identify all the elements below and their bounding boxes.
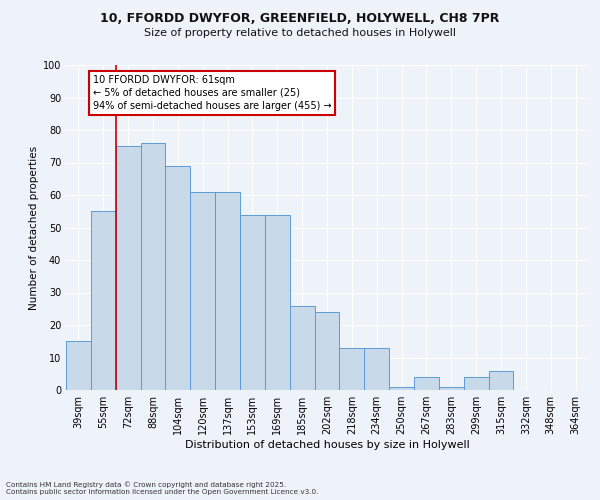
Bar xyxy=(190,192,215,390)
Bar xyxy=(314,312,340,390)
Bar xyxy=(66,341,91,390)
Bar xyxy=(140,143,166,390)
Bar xyxy=(464,377,488,390)
Bar xyxy=(340,348,364,390)
Bar xyxy=(364,348,389,390)
Bar xyxy=(290,306,314,390)
Text: Size of property relative to detached houses in Holywell: Size of property relative to detached ho… xyxy=(144,28,456,38)
Bar xyxy=(215,192,240,390)
Bar xyxy=(91,211,116,390)
Bar xyxy=(116,146,140,390)
Bar xyxy=(240,214,265,390)
Y-axis label: Number of detached properties: Number of detached properties xyxy=(29,146,38,310)
Text: Contains HM Land Registry data © Crown copyright and database right 2025.
Contai: Contains HM Land Registry data © Crown c… xyxy=(6,482,319,495)
Bar xyxy=(439,387,464,390)
Text: 10, FFORDD DWYFOR, GREENFIELD, HOLYWELL, CH8 7PR: 10, FFORDD DWYFOR, GREENFIELD, HOLYWELL,… xyxy=(100,12,500,26)
Bar xyxy=(265,214,290,390)
Text: 10 FFORDD DWYFOR: 61sqm
← 5% of detached houses are smaller (25)
94% of semi-det: 10 FFORDD DWYFOR: 61sqm ← 5% of detached… xyxy=(93,74,331,111)
Bar xyxy=(488,370,514,390)
X-axis label: Distribution of detached houses by size in Holywell: Distribution of detached houses by size … xyxy=(185,440,469,450)
Bar xyxy=(166,166,190,390)
Bar xyxy=(389,387,414,390)
Bar xyxy=(414,377,439,390)
